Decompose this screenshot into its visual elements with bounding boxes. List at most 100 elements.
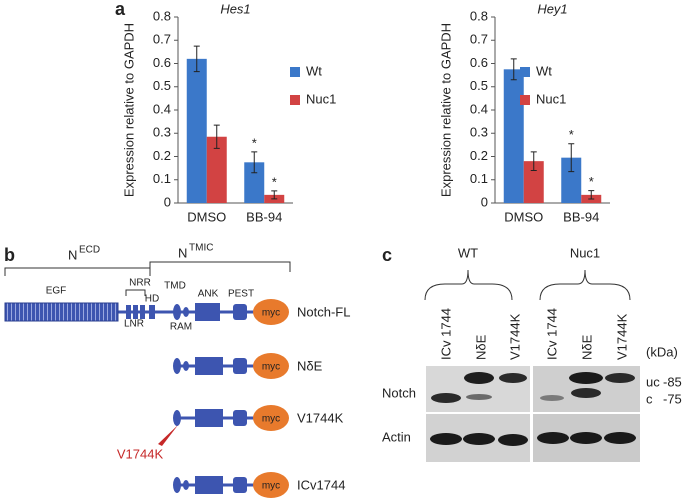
- legend-label: Nuc1: [306, 91, 336, 106]
- y-tick-label: 0.8: [153, 8, 171, 23]
- error-bar: [213, 124, 220, 149]
- legend-label: Nuc1: [536, 91, 566, 106]
- significance-marker: *: [252, 135, 257, 150]
- significance-marker: *: [569, 127, 574, 142]
- lane-label: V1744K: [614, 313, 629, 360]
- y-tick-label: 0.2: [470, 148, 488, 163]
- domain-label: RAM: [170, 322, 192, 333]
- tmic-sup: TMIC: [189, 243, 213, 254]
- brace: [539, 269, 631, 301]
- mutation-label: V1744K: [117, 446, 164, 461]
- y-axis-label: Expression relative to GAPDH: [438, 23, 453, 197]
- y-tick-label: 0.4: [153, 101, 171, 116]
- construct-nde: [173, 353, 289, 379]
- y-tick-label: 0.2: [153, 148, 171, 163]
- lane-label: NδE: [473, 334, 488, 360]
- y-tick-label: 0.8: [470, 8, 488, 23]
- construct-icv1744: [173, 472, 289, 498]
- bracket: [4, 261, 291, 276]
- y-tick-label: 0.7: [153, 32, 171, 47]
- construct-name: ICv1744: [297, 477, 345, 492]
- chart-title: Hes1: [220, 1, 250, 16]
- chart-title: Hey1: [537, 1, 567, 16]
- domain-label: LNR: [124, 319, 144, 330]
- error-bar: [193, 45, 200, 73]
- ecd-label: N: [68, 247, 77, 262]
- domain-label: ANK: [198, 289, 219, 300]
- error-bar: [510, 58, 517, 81]
- y-tick-label: 0.5: [153, 78, 171, 93]
- y-tick-label: 0: [481, 194, 488, 209]
- bar: [503, 69, 524, 203]
- blot-image: [426, 366, 640, 462]
- panel-label: c: [382, 245, 392, 265]
- bar: [186, 58, 207, 203]
- x-tick-label: BB-94: [246, 209, 282, 224]
- error-bar: [271, 190, 278, 200]
- row-label: Notch: [382, 385, 416, 400]
- legend-swatch: [520, 95, 530, 105]
- y-tick-label: 0: [164, 194, 171, 209]
- unit-label: (kDa): [646, 344, 678, 359]
- lane-label: V1744K: [507, 313, 522, 360]
- y-tick-label: 0.5: [470, 78, 488, 93]
- row-label: Actin: [382, 429, 411, 444]
- significance-marker: *: [272, 174, 277, 189]
- group-label: Nuc1: [570, 245, 600, 260]
- legend-swatch: [290, 95, 300, 105]
- construct-name: V1744K: [297, 410, 344, 425]
- domain-label: myc: [262, 414, 280, 425]
- y-tick-label: 0.1: [153, 171, 171, 186]
- domain-label: EGF: [46, 286, 67, 297]
- significance-marker: *: [589, 174, 594, 189]
- legend-label: Wt: [306, 63, 322, 78]
- form-label: uc: [646, 374, 660, 389]
- domain-label: NRR: [129, 278, 151, 289]
- bar: [244, 162, 265, 203]
- bar: [206, 136, 227, 203]
- y-tick-label: 0.7: [470, 32, 488, 47]
- x-tick-label: BB-94: [563, 209, 599, 224]
- domain-label: myc: [262, 362, 280, 373]
- error-bar: [530, 151, 537, 171]
- domain-label: PEST: [228, 289, 254, 300]
- legend-swatch: [520, 67, 530, 77]
- y-tick-label: 0.3: [153, 125, 171, 140]
- bar: [523, 161, 544, 203]
- size-label: -85: [663, 374, 682, 389]
- y-tick-label: 0.4: [470, 101, 488, 116]
- domain-label: TMD: [164, 281, 186, 292]
- y-tick-label: 0.6: [153, 55, 171, 70]
- error-bar: [588, 190, 595, 200]
- construct-name: Notch-FL: [297, 304, 350, 319]
- x-tick-label: DMSO: [187, 209, 226, 224]
- size-label: -75: [663, 391, 682, 406]
- domain-label: myc: [262, 308, 280, 319]
- legend-swatch: [290, 67, 300, 77]
- construct-notch-fl: [4, 289, 289, 325]
- ecd-sup: ECD: [79, 245, 100, 256]
- y-tick-label: 0.3: [470, 125, 488, 140]
- y-tick-label: 0.6: [470, 55, 488, 70]
- brace: [424, 269, 513, 301]
- lane-label: NδE: [579, 334, 594, 360]
- error-bar: [568, 143, 575, 173]
- error-bar: [251, 151, 258, 174]
- lane-label: ICv 1744: [544, 308, 559, 360]
- x-tick-label: DMSO: [504, 209, 543, 224]
- construct-v1744k: [158, 405, 289, 446]
- construct-name: NδE: [297, 358, 323, 373]
- domain-label: myc: [262, 481, 280, 492]
- group-label: WT: [458, 245, 478, 260]
- tmic-label: N: [178, 245, 187, 260]
- y-tick-label: 0.1: [470, 171, 488, 186]
- panel-label: a: [115, 0, 126, 19]
- domain-label: HD: [145, 294, 159, 305]
- panel-label: b: [4, 245, 15, 265]
- lane-label: ICv 1744: [438, 308, 453, 360]
- bar: [561, 157, 582, 203]
- form-label: c: [646, 391, 653, 406]
- legend-label: Wt: [536, 63, 552, 78]
- y-axis-label: Expression relative to GAPDH: [121, 23, 136, 197]
